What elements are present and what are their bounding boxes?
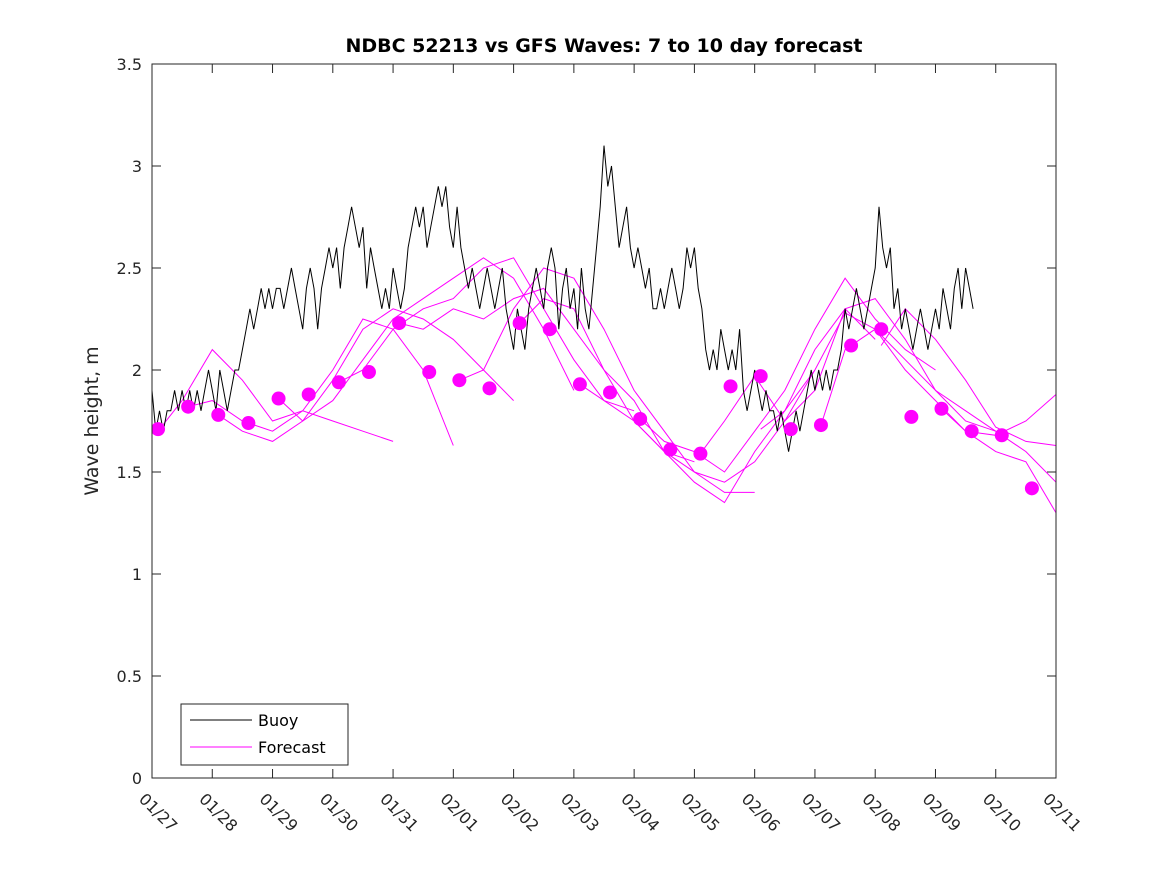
forecast-marker [874,322,889,337]
y-tick-label: 2.5 [117,259,142,278]
forecast-line [157,348,394,442]
x-tick-label: 02/02 [497,789,543,835]
y-tick-label: 3 [132,157,142,176]
legend-label-buoy: Buoy [258,711,298,730]
x-tick-label: 01/28 [195,789,241,835]
legend-label-forecast: Forecast [258,738,326,757]
forecast-line [639,277,936,473]
x-tick-label: 01/31 [376,789,422,835]
forecast-marker [422,365,437,380]
x-tick-label: 02/10 [979,789,1025,835]
forecast-line [760,312,1056,514]
forecast-marker [844,338,859,353]
x-tick-label: 02/05 [678,789,724,835]
x-tick-label: 01/27 [135,789,181,835]
x-tick-label: 02/01 [437,789,483,835]
forecast-marker [271,391,286,406]
legend-box [180,703,349,766]
forecast-marker [331,375,346,390]
x-tick-label: 02/11 [1039,789,1085,835]
forecast-line [188,318,454,446]
x-tick-label: 02/06 [738,789,784,835]
x-tick-label: 02/03 [557,789,603,835]
y-axis-label: Wave height, m [81,346,103,495]
forecast-marker [994,428,1009,443]
x-tick-label: 02/07 [798,789,844,835]
buoy-line [152,145,974,452]
y-axis: 0 0.5 1 1.5 2 2.5 3 3.5 [117,55,1056,788]
forecast-line [218,308,514,442]
y-tick-label: 2 [132,361,142,380]
forecast-marker [934,401,949,416]
chart-title: NDBC 52213 vs GFS Waves: 7 to 10 day for… [345,35,862,57]
forecast-marker [693,446,708,461]
forecast-marker [603,385,618,400]
plot-area-frame [151,63,1057,779]
forecast-marker [633,411,648,426]
forecast-marker [452,373,467,388]
forecast-marker [723,379,738,394]
forecast-marker [152,422,166,437]
x-tick-label: 02/09 [919,789,965,835]
forecast-marker [482,381,497,396]
x-tick-label: 01/29 [256,789,302,835]
y-tick-label: 3.5 [117,55,142,74]
forecast-marker [512,316,527,331]
legend: Buoy Forecast [180,703,349,766]
forecast-line [579,308,876,504]
forecast-marker [783,422,798,437]
forecast-marker [813,418,828,433]
y-tick-label: 0 [132,769,142,788]
forecast-marker [753,369,768,384]
forecast-marker [1024,481,1039,496]
forecast-marker [241,416,256,431]
forecast-marker [211,407,226,422]
forecast-marker [904,409,919,424]
y-tick-label: 1 [132,565,142,584]
forecast-marker [542,322,557,337]
forecast-line [459,267,755,493]
x-tick-label: 02/08 [858,789,904,835]
forecast-marker [361,365,376,380]
forecast-marker [392,316,407,331]
forecast-marker [301,387,316,402]
forecast-marker [964,424,979,439]
y-tick-label: 0.5 [117,667,142,686]
forecast-marker [663,442,678,457]
forecast-line [338,257,635,412]
x-tick-label: 01/30 [316,789,362,835]
forecast-marker [572,377,587,392]
y-tick-label: 1.5 [117,463,142,482]
x-tick-label: 02/04 [617,789,663,835]
forecast-marker [181,399,196,414]
